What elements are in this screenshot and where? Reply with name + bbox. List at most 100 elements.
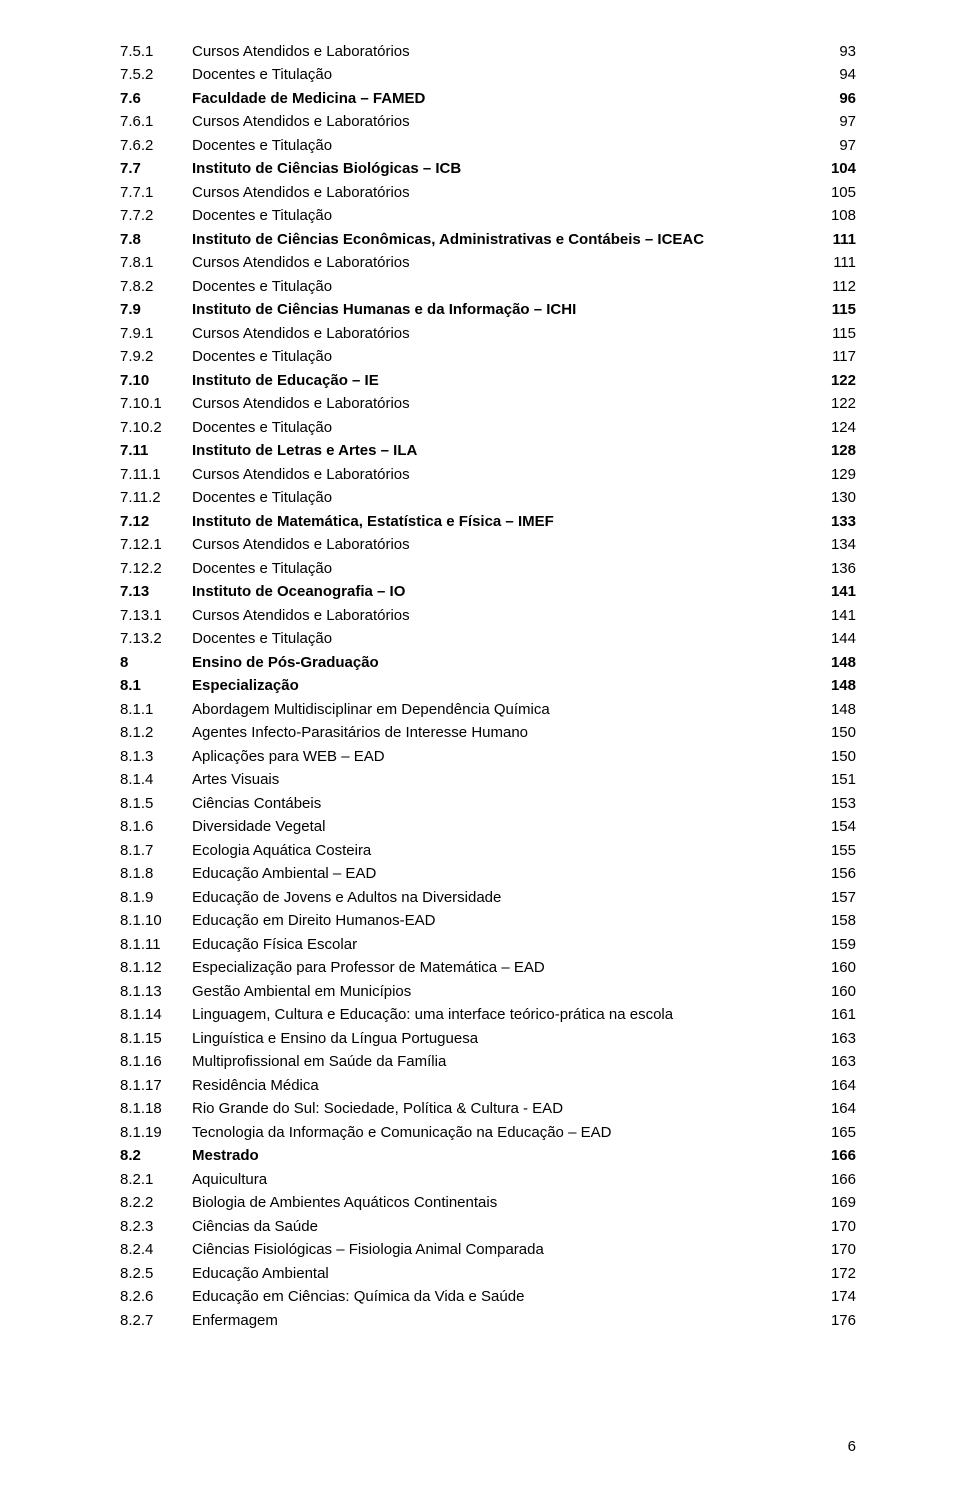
toc-page-number: 93 bbox=[812, 40, 856, 64]
toc-section-number: 8.2.7 bbox=[120, 1309, 192, 1333]
toc-section-number: 8.1.4 bbox=[120, 769, 192, 793]
toc-row: 7.9.2Docentes e Titulação117 bbox=[120, 346, 856, 370]
toc-row: 7.7.2Docentes e Titulação108 bbox=[120, 205, 856, 229]
toc-row: 8Ensino de Pós-Graduação148 bbox=[120, 651, 856, 675]
toc-page-number: 128 bbox=[812, 440, 856, 464]
toc-section-title: Diversidade Vegetal bbox=[192, 816, 812, 840]
toc-page-number: 122 bbox=[812, 369, 856, 393]
toc-section-title: Docentes e Titulação bbox=[192, 346, 812, 370]
toc-section-title: Multiprofissional em Saúde da Família bbox=[192, 1051, 812, 1075]
toc-section-number: 7.12.1 bbox=[120, 534, 192, 558]
toc-page-number: 104 bbox=[812, 158, 856, 182]
toc-section-title: Instituto de Letras e Artes – ILA bbox=[192, 440, 812, 464]
toc-section-number: 8.1.16 bbox=[120, 1051, 192, 1075]
toc-section-title: Mestrado bbox=[192, 1145, 812, 1169]
toc-page-number: 174 bbox=[812, 1286, 856, 1310]
toc-row: 7.7Instituto de Ciências Biológicas – IC… bbox=[120, 158, 856, 182]
toc-row: 7.11Instituto de Letras e Artes – ILA128 bbox=[120, 440, 856, 464]
toc-section-title: Abordagem Multidisciplinar em Dependênci… bbox=[192, 698, 812, 722]
toc-page-number: 151 bbox=[812, 769, 856, 793]
toc-section-number: 8.2 bbox=[120, 1145, 192, 1169]
toc-section-title: Educação em Ciências: Química da Vida e … bbox=[192, 1286, 812, 1310]
toc-section-number: 8.2.2 bbox=[120, 1192, 192, 1216]
toc-section-title: Cursos Atendidos e Laboratórios bbox=[192, 181, 812, 205]
toc-page-number: 130 bbox=[812, 487, 856, 511]
toc-page-number: 159 bbox=[812, 933, 856, 957]
toc-section-title: Linguagem, Cultura e Educação: uma inter… bbox=[192, 1004, 812, 1028]
toc-section-number: 7.5.2 bbox=[120, 64, 192, 88]
toc-section-title: Educação Física Escolar bbox=[192, 933, 812, 957]
toc-section-number: 8.2.1 bbox=[120, 1168, 192, 1192]
toc-section-number: 7.5.1 bbox=[120, 40, 192, 64]
toc-section-title: Residência Médica bbox=[192, 1074, 812, 1098]
toc-page-number: 160 bbox=[812, 957, 856, 981]
toc-row: 8.1.14Linguagem, Cultura e Educação: uma… bbox=[120, 1004, 856, 1028]
toc-section-title: Docentes e Titulação bbox=[192, 487, 812, 511]
toc-row: 8.1.8Educação Ambiental – EAD156 bbox=[120, 863, 856, 887]
toc-section-title: Cursos Atendidos e Laboratórios bbox=[192, 463, 812, 487]
toc-section-title: Cursos Atendidos e Laboratórios bbox=[192, 322, 812, 346]
toc-section-number: 7.12.2 bbox=[120, 557, 192, 581]
toc-section-number: 7.10 bbox=[120, 369, 192, 393]
toc-page-number: 154 bbox=[812, 816, 856, 840]
toc-row: 8.2.2Biologia de Ambientes Aquáticos Con… bbox=[120, 1192, 856, 1216]
toc-section-number: 8.1.7 bbox=[120, 839, 192, 863]
toc-page-number: 163 bbox=[812, 1027, 856, 1051]
toc-section-number: 7.12 bbox=[120, 510, 192, 534]
toc-section-title: Cursos Atendidos e Laboratórios bbox=[192, 534, 812, 558]
toc-section-title: Ciências Fisiológicas – Fisiologia Anima… bbox=[192, 1239, 812, 1263]
toc-section-number: 7.8.1 bbox=[120, 252, 192, 276]
toc-page-number: 148 bbox=[812, 651, 856, 675]
toc-row: 7.6.2Docentes e Titulação97 bbox=[120, 134, 856, 158]
toc-row: 7.8.1Cursos Atendidos e Laboratórios111 bbox=[120, 252, 856, 276]
toc-section-number: 7.8 bbox=[120, 228, 192, 252]
toc-section-title: Docentes e Titulação bbox=[192, 64, 812, 88]
toc-section-number: 8.1.10 bbox=[120, 910, 192, 934]
toc-page-number: 161 bbox=[812, 1004, 856, 1028]
toc-section-number: 7.11.1 bbox=[120, 463, 192, 487]
toc-page-number: 111 bbox=[812, 252, 856, 276]
toc-section-title: Artes Visuais bbox=[192, 769, 812, 793]
toc-page-number: 129 bbox=[812, 463, 856, 487]
toc-row: 7.13.2Docentes e Titulação144 bbox=[120, 628, 856, 652]
toc-row: 8.2.7Enfermagem176 bbox=[120, 1309, 856, 1333]
toc-section-number: 8.1.18 bbox=[120, 1098, 192, 1122]
toc-page-number: 155 bbox=[812, 839, 856, 863]
toc-section-number: 7.7.1 bbox=[120, 181, 192, 205]
toc-section-title: Instituto de Educação – IE bbox=[192, 369, 812, 393]
toc-row: 8.1.1Abordagem Multidisciplinar em Depen… bbox=[120, 698, 856, 722]
toc-section-number: 8.1.5 bbox=[120, 792, 192, 816]
toc-page-number: 136 bbox=[812, 557, 856, 581]
toc-row: 8.1.18Rio Grande do Sul: Sociedade, Polí… bbox=[120, 1098, 856, 1122]
toc-page-number: 166 bbox=[812, 1168, 856, 1192]
toc-row: 8.1.13Gestão Ambiental em Municípios160 bbox=[120, 980, 856, 1004]
toc-row: 7.9Instituto de Ciências Humanas e da In… bbox=[120, 299, 856, 323]
toc-page-number: 148 bbox=[812, 698, 856, 722]
toc-page-number: 112 bbox=[812, 275, 856, 299]
toc-page-number: 153 bbox=[812, 792, 856, 816]
toc-page-number: 169 bbox=[812, 1192, 856, 1216]
toc-section-number: 8.2.4 bbox=[120, 1239, 192, 1263]
toc-row: 8.1.3Aplicações para WEB – EAD150 bbox=[120, 745, 856, 769]
toc-page-number: 122 bbox=[812, 393, 856, 417]
toc-page-number: 148 bbox=[812, 675, 856, 699]
toc-section-number: 8.2.6 bbox=[120, 1286, 192, 1310]
toc-section-number: 7.6.1 bbox=[120, 111, 192, 135]
toc-page-number: 97 bbox=[812, 134, 856, 158]
toc-section-number: 7.11.2 bbox=[120, 487, 192, 511]
toc-page-number: 150 bbox=[812, 745, 856, 769]
toc-page-number: 170 bbox=[812, 1215, 856, 1239]
toc-section-title: Faculdade de Medicina – FAMED bbox=[192, 87, 812, 111]
toc-page-number: 164 bbox=[812, 1098, 856, 1122]
toc-row: 8.1.12Especialização para Professor de M… bbox=[120, 957, 856, 981]
toc-section-title: Instituto de Ciências Humanas e da Infor… bbox=[192, 299, 812, 323]
toc-page-number: 115 bbox=[812, 299, 856, 323]
toc-row: 8.2.5Educação Ambiental172 bbox=[120, 1262, 856, 1286]
toc-section-number: 8.2.5 bbox=[120, 1262, 192, 1286]
toc-section-title: Educação em Direito Humanos-EAD bbox=[192, 910, 812, 934]
toc-section-number: 8.1.9 bbox=[120, 886, 192, 910]
toc-page-number: 124 bbox=[812, 416, 856, 440]
toc-row: 8.1.16Multiprofissional em Saúde da Famí… bbox=[120, 1051, 856, 1075]
toc-row: 7.9.1Cursos Atendidos e Laboratórios115 bbox=[120, 322, 856, 346]
toc-row: 7.5.2Docentes e Titulação94 bbox=[120, 64, 856, 88]
